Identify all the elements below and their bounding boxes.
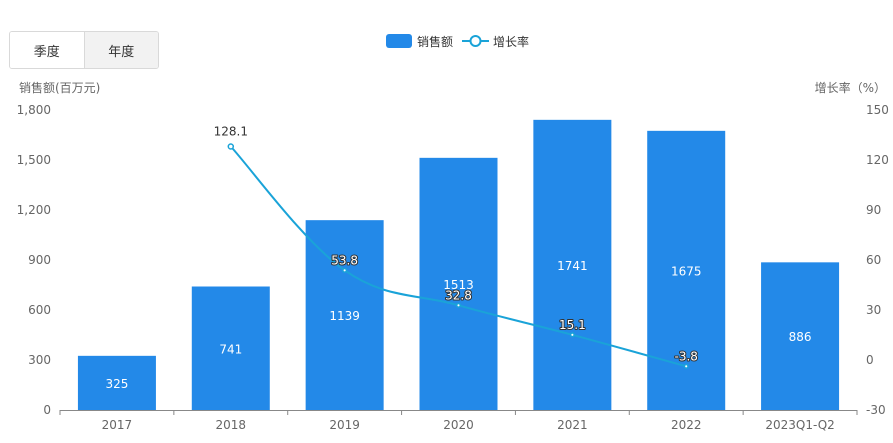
data-labels: 325 741 1139 1513 1741 1675 886 128.1 53.8 32.8 15… [105,125,811,391]
right-tick-label: 120 [866,153,889,167]
growth-point[interactable] [455,302,462,308]
chart-axes: 销售额(百万元) 增长率（%）03006009001,2001,5001,800-… [17,80,889,432]
right-tick-label: 90 [866,203,881,217]
legend-line-label: 增长率 [493,34,529,49]
growth-value-label: 128.1 [214,125,248,139]
bar-value-label: 1139 [329,309,360,323]
bar-series [77,119,840,411]
growth-point[interactable] [569,332,575,338]
growth-value-label: 15.1 [559,318,586,332]
right-tick-label: 30 [866,303,881,317]
legend-bar-label: 销售额 [417,34,453,49]
bar-value-label: 1741 [557,259,588,273]
growth-value-label: 53.8 [331,253,358,267]
left-tick-label: 1,200 [17,203,51,217]
x-tick-label: 2022 [671,418,702,432]
left-tick-label: 1,500 [17,153,51,167]
x-tick-label: 2023Q1-Q2 [765,418,834,432]
growth-point[interactable] [342,267,348,273]
year-tab[interactable]: 年度 [83,32,158,68]
bar-value-label: 325 [105,377,128,391]
growth-point[interactable] [227,143,235,150]
left-tick-label: 300 [28,353,51,367]
bar[interactable] [533,119,612,410]
growth-point[interactable] [683,363,689,369]
legend-bar-swatch [386,34,412,48]
left-tick-label: 1,800 [17,103,51,117]
right-tick-label: 0 [866,353,874,367]
x-tick-label: 2018 [216,418,247,432]
right-axis-title: 增长率（%） [815,80,886,95]
bar[interactable] [305,220,384,410]
line-series [227,143,689,369]
left-tick-label: 600 [28,303,51,317]
x-tick-label: 2019 [329,418,360,432]
x-tick-label: 2021 [557,418,588,432]
legend-line-marker [469,35,482,47]
growth-value-label: 32.8 [445,288,472,302]
quarter-tab[interactable]: 季度 [10,32,84,68]
bar-value-label: 1513 [443,278,474,292]
right-tick-label: 150 [866,103,889,117]
bar[interactable] [419,157,498,410]
bar-value-label: 741 [219,342,242,356]
chart-legend[interactable]: 销售额 增长率 [386,34,529,49]
bar-value-label: 886 [789,330,812,344]
period-toggle: 季度 年度 [9,31,159,69]
right-tick-label: -30 [866,403,886,417]
x-tick-label: 2017 [102,418,133,432]
bar[interactable] [647,130,726,411]
left-tick-label: 0 [43,403,51,417]
bar[interactable] [77,355,156,410]
x-tick-label: 2020 [443,418,474,432]
bar-value-label: 1675 [671,264,702,278]
left-tick-label: 900 [28,253,51,267]
bar[interactable] [761,262,840,410]
growth-line [230,145,687,368]
left-axis-title: 销售额(百万元) [19,80,100,95]
right-tick-label: 60 [866,253,881,267]
growth-value-label: -3.8 [675,349,698,363]
bar[interactable] [191,286,270,411]
